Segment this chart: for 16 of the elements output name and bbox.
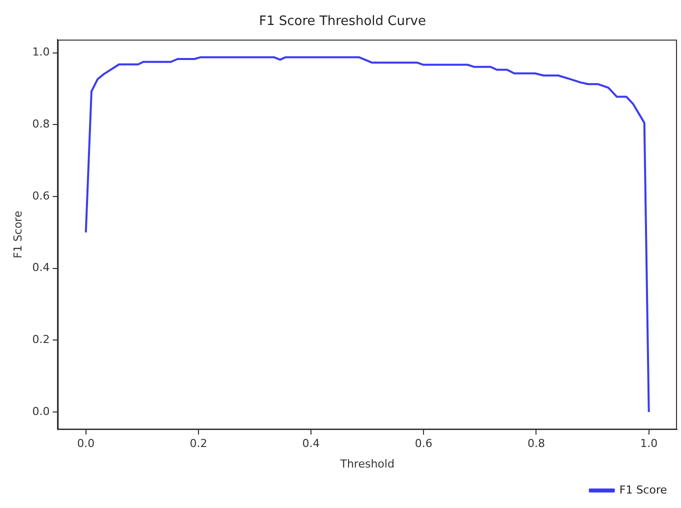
x-tick-label: 0.8 bbox=[528, 437, 545, 450]
chart-title: F1 Score Threshold Curve bbox=[259, 14, 426, 30]
x-tick-label: 0.2 bbox=[190, 437, 208, 450]
y-axis-title: F1 Score bbox=[11, 210, 24, 258]
y-tick-label: 0.4 bbox=[32, 261, 50, 274]
x-axis-title: Threshold bbox=[339, 457, 394, 470]
x-tick-label: 0.6 bbox=[414, 437, 432, 450]
x-tick-label: 0.0 bbox=[77, 437, 95, 450]
legend-label: F1 Score bbox=[619, 483, 668, 496]
y-tick-label: 0.2 bbox=[32, 333, 50, 346]
y-tick-label: 0.6 bbox=[32, 189, 50, 202]
y-tick-label: 1.0 bbox=[32, 46, 50, 59]
y-tick-label: 0.8 bbox=[32, 118, 50, 131]
x-tick-label: 0.4 bbox=[302, 437, 320, 450]
x-tick-label: 1.0 bbox=[640, 437, 658, 450]
y-tick-label: 0.0 bbox=[32, 404, 50, 418]
